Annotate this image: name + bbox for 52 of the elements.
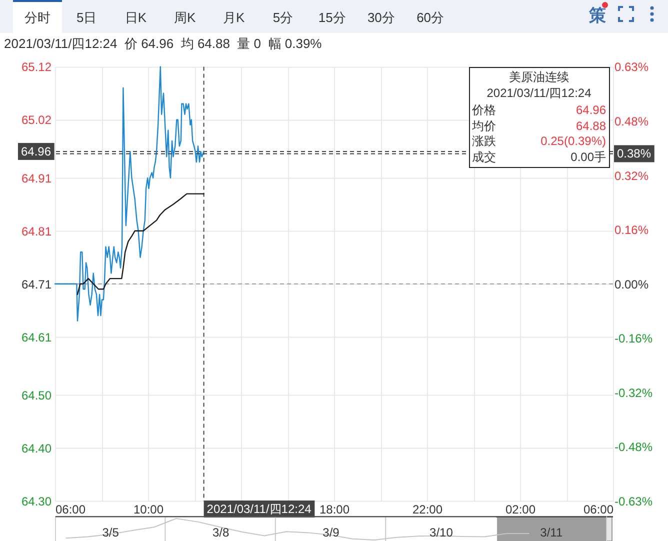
text: 5日 bbox=[75, 9, 98, 27]
ref-line-label: 2021/03/11/四12:24 bbox=[206, 502, 312, 516]
text: 日K bbox=[124, 9, 148, 27]
y-tick-label: 64.71 bbox=[21, 277, 52, 292]
x-tick-label: 02:00 bbox=[505, 502, 536, 516]
chart-subtitle: 2021/03/11/四12:24 价 64.96 均 64.88 量 0 幅 0.39% bbox=[4, 36, 322, 51]
y-tick-label: 65.12 bbox=[21, 60, 52, 74]
annotation: 美原油连续 bbox=[508, 70, 570, 86]
y-tick-label: 64.61 bbox=[21, 330, 52, 344]
text: 60分 bbox=[416, 9, 446, 27]
y2-tick-label: -0.16% bbox=[614, 332, 653, 346]
y-tick-label: 64.40 bbox=[21, 442, 52, 456]
y2-tick-label: 0.16% bbox=[614, 223, 649, 238]
annotation: 涨跌 bbox=[472, 134, 496, 150]
y-tick-label: 64.30 bbox=[21, 494, 52, 508]
annotation: 成交 bbox=[472, 150, 496, 165]
text: 策 bbox=[589, 6, 606, 26]
y2-tick-label: 0.63% bbox=[614, 60, 649, 74]
ref-line-label: 0.38% bbox=[617, 146, 652, 161]
text: 月K bbox=[222, 9, 246, 27]
y2-tick-label: -0.48% bbox=[614, 440, 653, 454]
y2-tick-label: 0.48% bbox=[614, 114, 649, 128]
y-tick-label: 64.91 bbox=[21, 171, 52, 186]
y2-tick-label: 0.00% bbox=[614, 277, 649, 292]
y-tick-label: 64.50 bbox=[21, 388, 52, 403]
y2-tick-label: -0.63% bbox=[614, 494, 653, 508]
y-tick-label: 65.02 bbox=[21, 113, 52, 128]
x-tick-label: 3/11 bbox=[540, 526, 563, 540]
x-tick-label: 06:00 bbox=[56, 502, 86, 516]
annotation: 0.00手 bbox=[570, 150, 606, 165]
y2-tick-label: -0.32% bbox=[614, 386, 653, 400]
x-tick-label: 22:00 bbox=[412, 502, 443, 516]
x-tick-label: 3/10 bbox=[430, 526, 454, 540]
text: 周K bbox=[172, 9, 197, 27]
x-tick-label: 18:00 bbox=[319, 502, 350, 516]
y-tick-label: 64.81 bbox=[21, 224, 52, 238]
annotation: 均价 bbox=[472, 118, 496, 134]
annotation: 价格 bbox=[472, 103, 496, 118]
annotation: 2021/03/11/四12:24 bbox=[486, 86, 592, 101]
y2-tick-label: 0.32% bbox=[614, 168, 649, 183]
text: 30分 bbox=[366, 9, 396, 27]
text: 5分 bbox=[272, 9, 294, 27]
text: 15分 bbox=[317, 9, 347, 27]
annotation: 0.25(0.39%) bbox=[540, 134, 606, 150]
x-tick-label: 06:00 bbox=[583, 502, 614, 516]
x-tick-label: 3/8 bbox=[212, 526, 230, 540]
annotation: 64.88 bbox=[576, 118, 606, 134]
x-tick-label: 3/5 bbox=[102, 526, 120, 540]
x-tick-label: 10:00 bbox=[133, 502, 164, 516]
ref-line-label: 64.96 bbox=[20, 144, 52, 158]
x-tick-label: 3/9 bbox=[322, 526, 340, 540]
annotation: 64.96 bbox=[576, 103, 606, 118]
